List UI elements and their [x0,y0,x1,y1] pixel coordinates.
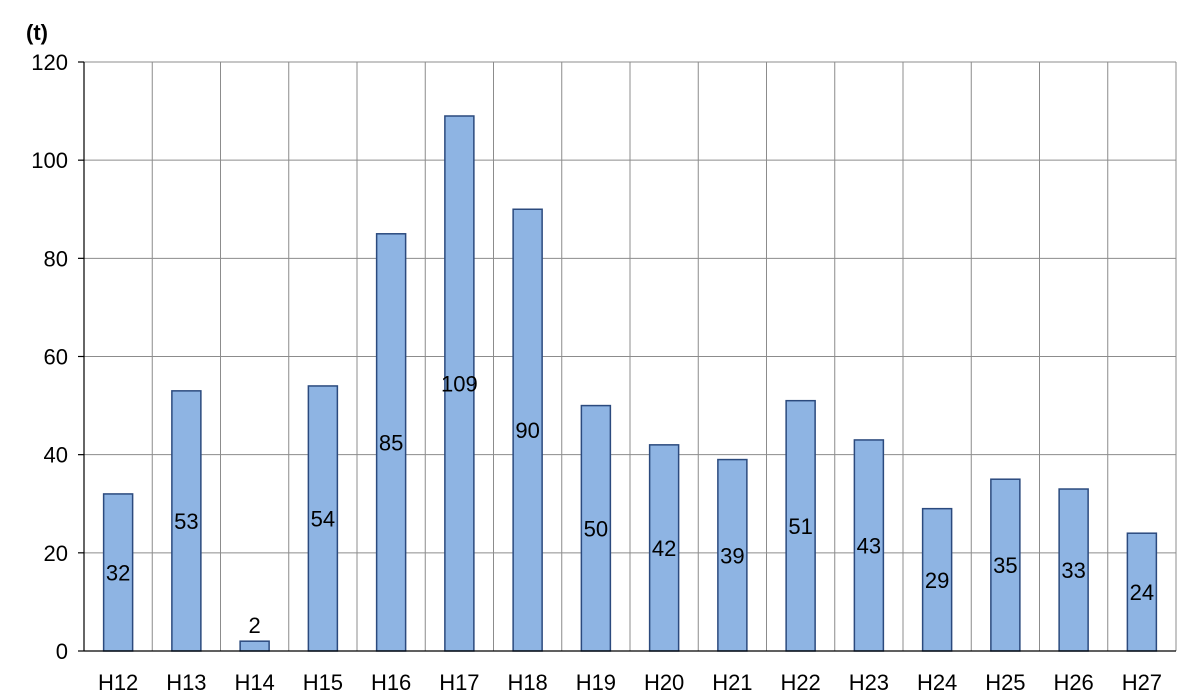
x-tick-label: H19 [576,670,616,695]
bar [648,444,680,652]
bar [1126,532,1158,652]
data-label: 24 [1130,580,1154,605]
grid [84,61,1177,651]
y-unit-label: (t) [26,20,48,45]
data-label: 35 [993,553,1017,578]
data-label: 32 [106,560,130,585]
axes [78,61,1176,652]
y-tick-label: 120 [31,50,68,75]
y-tick-label: 80 [44,246,68,271]
y-tick-label: 100 [31,148,68,173]
x-tick-label: H16 [371,670,411,695]
y-tick-label: 40 [44,443,68,468]
data-labels: 32 53 2 54 85 109 90 50 42 39 51 43 29 35 33 24 [106,371,1154,638]
bar [580,404,612,652]
y-tick-label: 20 [44,541,68,566]
data-label: 51 [788,514,812,539]
x-tick-labels: H12 H13 H14 H15 H16 H17 H18 H19 H20 H21 H22 H23 H24 H… [98,670,1162,695]
x-tick-label: H22 [780,670,820,695]
x-tick-label: H25 [985,670,1025,695]
data-label: 109 [441,371,478,396]
bar [717,458,748,652]
x-tick-label: H17 [439,670,479,695]
data-label: 43 [857,533,881,558]
bar [990,478,1021,652]
data-label: 50 [584,516,608,541]
bar [921,507,953,652]
x-tick-label: H15 [303,670,343,695]
x-tick-label: H21 [712,670,752,695]
bars [102,115,1158,652]
data-label: 85 [379,430,403,455]
x-tick-label: H23 [849,670,889,695]
data-label: 39 [720,543,744,568]
bar [512,208,543,652]
data-label: 90 [515,418,539,443]
x-tick-label: H14 [234,670,274,695]
x-tick-label: H20 [644,670,684,695]
data-label: 33 [1061,558,1085,583]
x-tick-label: H12 [98,670,138,695]
y-tick-label: 0 [56,639,68,664]
x-tick-label: H24 [917,670,957,695]
y-tick-labels: 0 20 40 60 80 100 120 [31,50,68,664]
data-label: 42 [652,536,676,561]
bar [785,399,816,652]
data-label: 54 [311,506,335,531]
x-tick-label: H18 [507,670,547,695]
x-tick-label: H13 [166,670,206,695]
x-tick-label: H26 [1053,670,1093,695]
y-tick-label: 60 [44,345,68,370]
data-label: 2 [249,613,261,638]
bar [239,640,270,652]
data-label: 53 [174,509,198,534]
data-label: 29 [925,568,949,593]
x-tick-label: H27 [1122,670,1162,695]
